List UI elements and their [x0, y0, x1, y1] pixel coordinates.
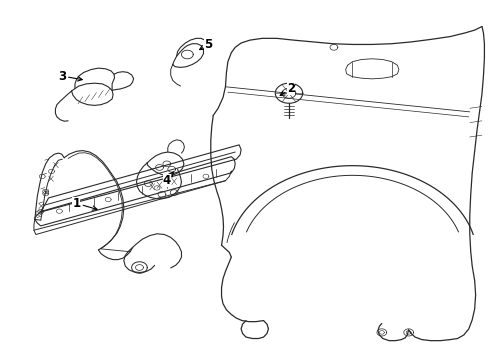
Text: 5: 5: [199, 38, 213, 51]
Text: 4: 4: [163, 172, 173, 186]
Text: 1: 1: [73, 197, 97, 210]
Text: 2: 2: [280, 82, 295, 95]
Text: 3: 3: [58, 69, 82, 82]
